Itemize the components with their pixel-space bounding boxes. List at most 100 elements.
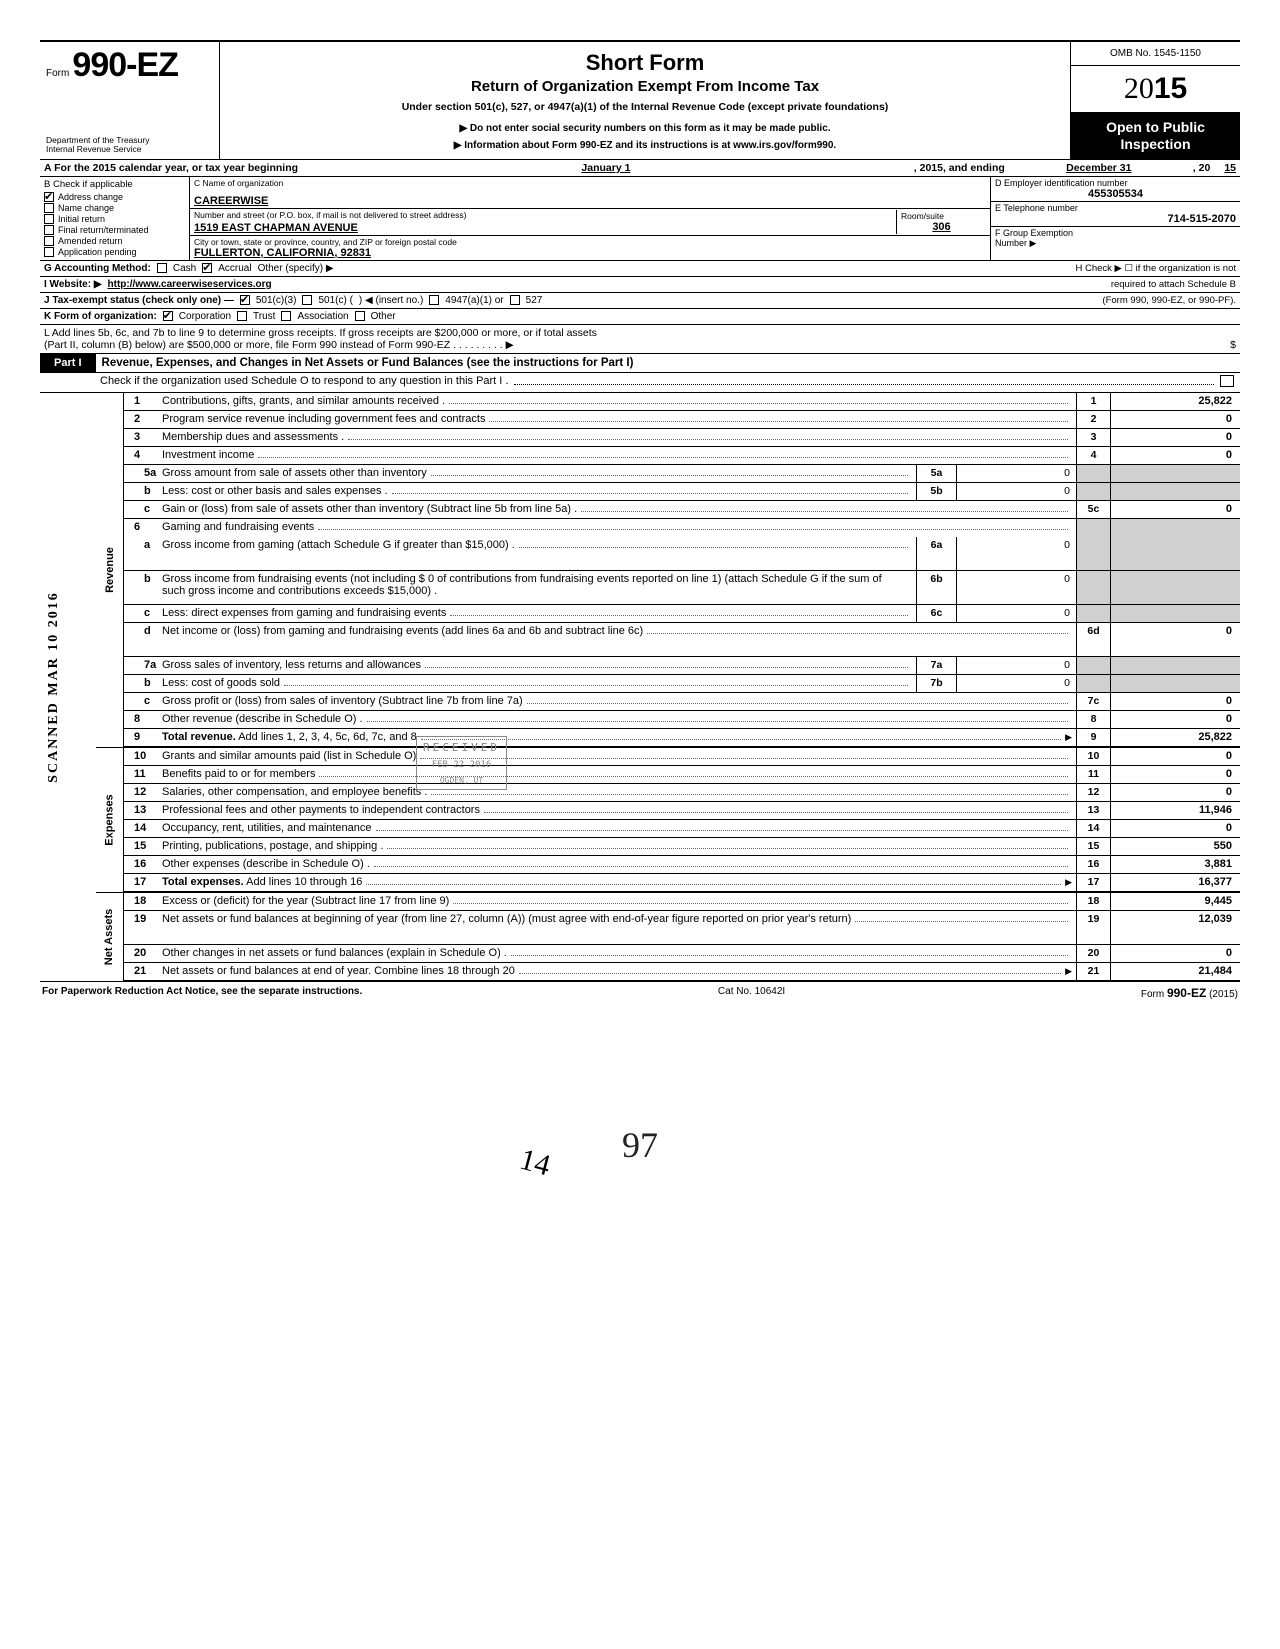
line-desc: Less: cost or other basis and sales expe… — [158, 483, 916, 500]
527-checkbox[interactable] — [510, 295, 520, 305]
right-value: 550 — [1110, 838, 1240, 855]
right-box: 8 — [1076, 711, 1110, 728]
right-box: 13 — [1076, 802, 1110, 819]
right-value — [1110, 657, 1240, 674]
assoc-checkbox[interactable] — [281, 311, 291, 321]
line-desc: Less: direct expenses from gaming and fu… — [158, 605, 916, 622]
line-text: Grants and similar amounts paid (list in… — [162, 750, 416, 762]
form-page: Form 990-EZ Department of the Treasury I… — [40, 40, 1240, 1200]
line-text: Investment income — [162, 449, 254, 461]
cash-checkbox[interactable] — [157, 263, 167, 273]
form-number-box: Form 990-EZ Department of the Treasury I… — [40, 42, 220, 159]
k-row: K Form of organization: Corporation Trus… — [40, 309, 1240, 325]
org-name: CAREERWISE — [194, 195, 986, 207]
line-row: 20Other changes in net assets or fund ba… — [124, 945, 1240, 963]
line-number: c — [124, 605, 158, 622]
line-text: Gross amount from sale of assets other t… — [162, 467, 427, 479]
right-box: 18 — [1076, 893, 1110, 910]
line-number: 1 — [124, 393, 158, 410]
title-short: Short Form — [230, 50, 1060, 76]
part1-title: Revenue, Expenses, and Changes in Net As… — [96, 354, 640, 372]
line-number: b — [124, 571, 158, 604]
line-desc: Other expenses (describe in Schedule O) … — [158, 856, 1076, 873]
right-box: 6d — [1076, 623, 1110, 656]
line-desc: Gross amount from sale of assets other t… — [158, 465, 916, 482]
line-desc: Salaries, other compensation, and employ… — [158, 784, 1076, 801]
501c3-checkbox[interactable] — [240, 295, 250, 305]
right-box: 2 — [1076, 411, 1110, 428]
b-checkbox[interactable] — [44, 247, 54, 257]
a-label: A For the 2015 calendar year, or tax yea… — [44, 162, 298, 174]
line-desc: Gross profit or (loss) from sales of inv… — [158, 693, 1076, 710]
line-number: c — [124, 693, 158, 710]
line-desc: Total expenses. Add lines 10 through 16▶ — [158, 874, 1076, 891]
grp-label: F Group Exemption — [995, 228, 1236, 238]
line-number: a — [124, 537, 158, 570]
line-number: d — [124, 623, 158, 656]
right-value — [1110, 465, 1240, 482]
netassets-section: Net Assets 18Excess or (deficit) for the… — [96, 892, 1240, 981]
corp-checkbox[interactable] — [163, 311, 173, 321]
right-box: 20 — [1076, 945, 1110, 962]
accrual-checkbox[interactable] — [202, 263, 212, 273]
line-number: 7a — [124, 657, 158, 674]
line-row: 13Professional fees and other payments t… — [124, 802, 1240, 820]
title-under: Under section 501(c), 527, or 4947(a)(1)… — [230, 101, 1060, 113]
right-box: 11 — [1076, 766, 1110, 783]
trust-checkbox[interactable] — [237, 311, 247, 321]
b-item: Address change — [44, 192, 185, 202]
expenses-section: Expenses 10Grants and similar amounts pa… — [96, 747, 1240, 892]
b-item: Final return/terminated — [44, 225, 185, 235]
right-box: 7c — [1076, 693, 1110, 710]
b-item-label: Final return/terminated — [58, 225, 149, 235]
b-checkbox[interactable] — [44, 203, 54, 213]
arrow-icon: ▶ — [1065, 732, 1072, 743]
b-item: Name change — [44, 203, 185, 213]
form-prefix: Form — [46, 68, 69, 79]
right-box: 3 — [1076, 429, 1110, 446]
b-item-label: Amended return — [58, 236, 123, 246]
right-value — [1110, 571, 1240, 604]
right-box: 1 — [1076, 393, 1110, 410]
line-row: 18Excess or (deficit) for the year (Subt… — [124, 893, 1240, 911]
l-1: L Add lines 5b, 6c, and 7b to line 9 to … — [44, 327, 1236, 339]
right-box: 19 — [1076, 911, 1110, 944]
4947-checkbox[interactable] — [429, 295, 439, 305]
b-checkbox[interactable] — [44, 192, 54, 202]
line-desc: Contributions, gifts, grants, and simila… — [158, 393, 1076, 410]
right-box: 15 — [1076, 838, 1110, 855]
c-name-label: C Name of organization — [194, 178, 986, 195]
l-dollar: $ — [1230, 339, 1236, 351]
street-label: Number and street (or P.O. box, if mail … — [194, 210, 896, 222]
line-row: bGross income from fundraising events (n… — [124, 571, 1240, 605]
form-header: Form 990-EZ Department of the Treasury I… — [40, 42, 1240, 160]
line-row: cGain or (loss) from sale of assets othe… — [124, 501, 1240, 519]
expenses-side: Expenses — [96, 748, 124, 892]
line-number: 16 — [124, 856, 158, 873]
right-box: 14 — [1076, 820, 1110, 837]
line-row: bLess: cost or other basis and sales exp… — [124, 483, 1240, 501]
a-end: December 31 — [1009, 162, 1189, 174]
b-checkbox[interactable] — [44, 225, 54, 235]
501c-checkbox[interactable] — [302, 295, 312, 305]
b-checkbox[interactable] — [44, 236, 54, 246]
part1-checkbox[interactable] — [1220, 375, 1234, 387]
right-value: 0 — [1110, 501, 1240, 518]
line-number: 13 — [124, 802, 158, 819]
other-checkbox[interactable] — [355, 311, 365, 321]
line-desc: Benefits paid to or for members — [158, 766, 1076, 783]
scanned-stamp: SCANNED MAR 10 2016 — [46, 591, 62, 783]
b-checkbox[interactable] — [44, 214, 54, 224]
room: 306 — [901, 221, 982, 233]
line-number: 12 — [124, 784, 158, 801]
line-text: Gain or (loss) from sale of assets other… — [162, 503, 577, 515]
l-row: L Add lines 5b, 6c, and 7b to line 9 to … — [40, 325, 1240, 354]
line-text: Other revenue (describe in Schedule O) . — [162, 713, 363, 725]
left-stamp-col: SCANNED MAR 10 2016 — [40, 393, 96, 981]
ein-label: D Employer identification number — [995, 178, 1236, 188]
right-value: 0 — [1110, 411, 1240, 428]
line-desc: Gross sales of inventory, less returns a… — [158, 657, 916, 674]
mid-value: 0 — [956, 675, 1076, 692]
ein: 455305534 — [995, 188, 1236, 200]
right-box: 4 — [1076, 447, 1110, 464]
